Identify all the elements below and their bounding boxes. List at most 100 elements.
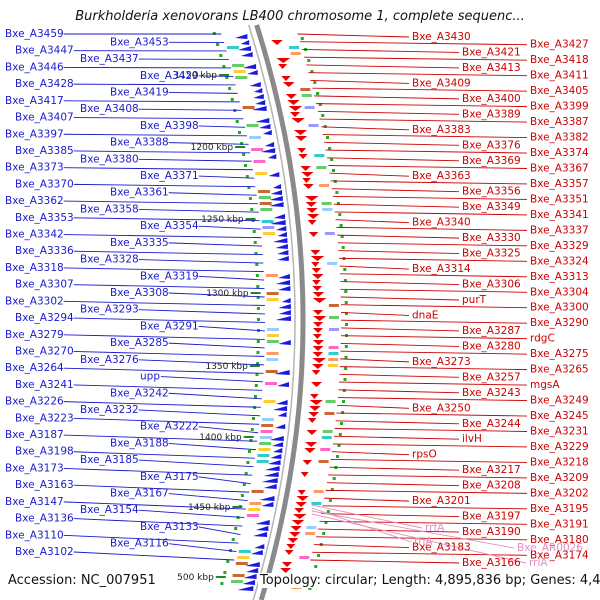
right-leader-line	[340, 288, 528, 293]
reverse-gene-arrow	[277, 274, 290, 279]
track-dot	[254, 252, 258, 255]
reverse-gene-arrow	[251, 106, 267, 111]
annotation-block	[249, 502, 262, 505]
right-leader-line	[330, 180, 528, 185]
forward-gene-arrow	[280, 568, 292, 573]
forward-gene-arrow	[306, 208, 318, 213]
right-leader-line	[326, 482, 460, 487]
left-leader-line	[198, 75, 234, 77]
annotation-block	[238, 550, 251, 553]
right-leader-line	[331, 188, 460, 193]
annotation-block	[256, 460, 269, 463]
left-gene-label: Bxe_A3226	[5, 396, 64, 408]
forward-gene-arrow	[312, 364, 324, 369]
right-leader-line	[333, 435, 460, 440]
forward-gene-arrow	[305, 442, 318, 447]
left-gene-label: Bxe_A3264	[5, 362, 64, 374]
forward-gene-arrow	[302, 178, 311, 183]
reverse-gene-arrow	[275, 280, 291, 285]
track-dot	[230, 98, 234, 101]
reverse-gene-arrow	[250, 550, 263, 555]
reverse-gene-arrow	[242, 64, 257, 69]
track-dot	[343, 268, 347, 271]
forward-gene-arrow	[307, 418, 317, 423]
forward-gene-arrow	[304, 196, 319, 201]
track-dot	[225, 76, 229, 79]
right-gene-label: Bxe_A3382	[530, 132, 589, 144]
right-leader-line	[314, 95, 460, 100]
left-gene-label: Bxe_A3319	[140, 270, 199, 282]
left-leader-line	[138, 209, 259, 213]
left-gene-label: Bxe_A3307	[15, 279, 74, 291]
right-gene-label: Bxe_A3244	[462, 418, 521, 430]
track-dot	[308, 587, 312, 590]
left-leader-line	[73, 417, 260, 425]
rna-gene-label: rrfA	[425, 522, 445, 534]
track-dot	[326, 136, 329, 139]
annotation-block	[301, 94, 312, 97]
reverse-gene-arrow	[277, 256, 289, 261]
right-gene-label: rdgC	[530, 333, 555, 345]
track-dot	[335, 191, 339, 194]
right-gene-label: dnaE	[412, 309, 438, 321]
left-gene-label: Bxe_A3429	[140, 70, 199, 82]
right-leader-line	[339, 373, 460, 378]
track-dot	[332, 477, 336, 480]
rna-gene-label: rrlA	[529, 557, 548, 569]
reverse-gene-arrow	[267, 154, 277, 159]
annotation-block	[265, 274, 278, 277]
reverse-gene-arrow	[255, 526, 269, 531]
forward-gene-arrow	[307, 220, 317, 225]
annotation-block	[251, 490, 264, 493]
right-gene-label: Bxe_A3374	[530, 147, 589, 159]
reverse-gene-arrow	[278, 304, 291, 309]
right-gene-label: Bxe_A3400	[462, 93, 521, 105]
forward-gene-arrow	[291, 520, 305, 525]
forward-gene-arrow	[311, 382, 323, 387]
right-leader-line	[319, 118, 528, 123]
track-dot	[338, 213, 342, 216]
left-gene-label: Bxe_A3242	[110, 387, 169, 399]
accession-label: Accession: NC_007951	[6, 573, 158, 588]
left-leader-line	[63, 334, 265, 340]
right-gene-label: Bxe_A3356	[462, 186, 521, 198]
right-gene-label: Bxe_A3399	[530, 101, 589, 113]
left-gene-label: Bxe_A3241	[15, 379, 74, 391]
track-dot	[231, 538, 235, 541]
kbp-tick-label: 500 kbp	[177, 573, 214, 583]
left-leader-line	[73, 83, 236, 86]
left-leader-line	[138, 409, 261, 417]
forward-gene-arrow	[312, 292, 325, 297]
left-gene-label: Bxe_A3173	[5, 462, 64, 474]
left-gene-label: Bxe_A3223	[15, 412, 74, 424]
forward-gene-arrow	[308, 412, 319, 417]
track-dot	[247, 186, 251, 189]
left-gene-label: Bxe_A3175	[140, 471, 199, 483]
left-leader-line	[168, 192, 257, 196]
track-dot	[255, 263, 259, 266]
track-dot	[226, 560, 230, 563]
forward-gene-arrow	[300, 166, 311, 171]
left-gene-label: Bxe_A3167	[110, 488, 169, 500]
track-dot	[300, 37, 304, 40]
left-gene-label: Bxe_A3354	[140, 220, 199, 232]
reverse-gene-arrow	[270, 190, 282, 195]
right-leader-line	[335, 420, 460, 425]
right-gene-label: Bxe_A3174	[530, 549, 589, 561]
kbp-tick-label: 1200 kbp	[191, 143, 234, 153]
right-gene-label: Bxe_A3304	[530, 286, 589, 298]
left-leader-line	[73, 150, 251, 154]
annotation-block	[327, 262, 338, 265]
sequence-summary: Topology: circular; Length: 4,895,836 bp…	[258, 573, 600, 588]
annotation-block	[321, 436, 332, 439]
reverse-gene-arrow	[277, 412, 287, 417]
left-leader-line	[73, 183, 256, 188]
annotation-block	[231, 580, 243, 583]
kbp-tick-label: 1400 kbp	[199, 433, 242, 443]
right-gene-label: rpsO	[412, 449, 437, 461]
left-leader-line	[168, 292, 265, 298]
reverse-gene-arrow	[264, 142, 275, 147]
forward-gene-arrow	[296, 496, 309, 501]
track-dot	[328, 147, 332, 150]
right-gene-label: Bxe_A3427	[530, 39, 589, 51]
